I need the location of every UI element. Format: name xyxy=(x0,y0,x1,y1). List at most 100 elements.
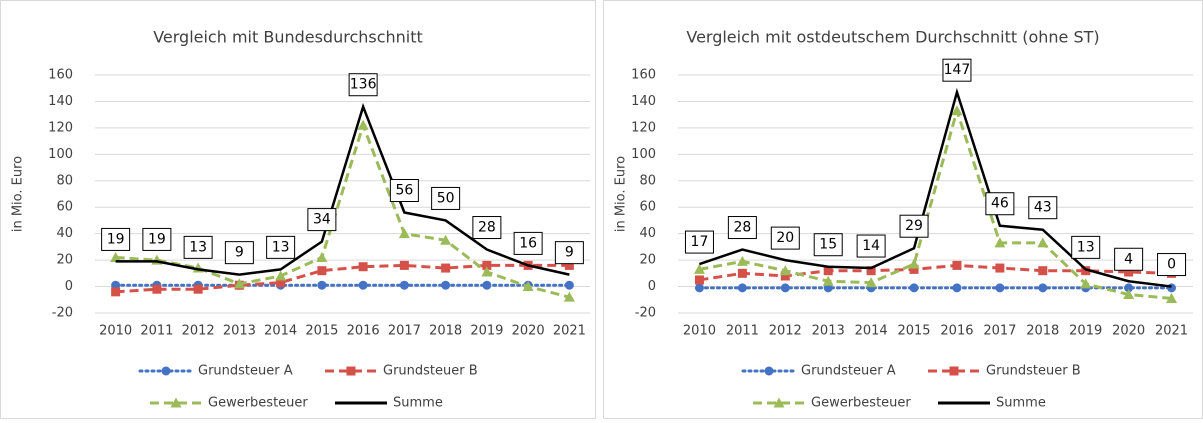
series-line xyxy=(699,87,1172,288)
legend-label: Grundsteuer B xyxy=(986,364,1081,379)
y-tick-label: 20 xyxy=(639,253,656,268)
x-tick-label: 2014 xyxy=(264,324,297,339)
data-label: 29 xyxy=(905,218,923,234)
marker xyxy=(564,280,574,290)
marker xyxy=(822,275,834,286)
marker xyxy=(1124,267,1134,277)
data-label-box xyxy=(142,227,172,251)
data-label: 20 xyxy=(776,230,794,246)
x-tick-label: 2014 xyxy=(855,324,888,339)
x-tick-label: 2016 xyxy=(347,324,380,339)
x-tick-label: 2012 xyxy=(182,324,215,339)
data-label-box xyxy=(899,214,929,238)
data-label-box xyxy=(727,216,757,240)
x-tick-label: 2013 xyxy=(223,324,256,339)
marker xyxy=(317,266,327,276)
marker xyxy=(275,270,287,281)
data-label-box xyxy=(1071,235,1101,259)
y-tick-label: 0 xyxy=(648,279,656,294)
marker xyxy=(823,266,833,276)
data-label: 13 xyxy=(1077,239,1095,255)
marker xyxy=(909,283,919,293)
x-tick-label: 2011 xyxy=(726,324,759,339)
marker xyxy=(441,263,451,273)
marker xyxy=(563,291,575,302)
marker xyxy=(357,119,369,130)
marker xyxy=(193,284,203,294)
marker xyxy=(316,251,328,262)
y-tick-label: -20 xyxy=(52,306,73,321)
y-tick-label: 160 xyxy=(48,68,73,83)
x-tick-label: 2010 xyxy=(99,324,132,339)
x-tick-label: 2018 xyxy=(429,324,462,339)
legend-label: Summe xyxy=(996,396,1046,411)
marker xyxy=(736,255,748,266)
data-label: 28 xyxy=(478,220,496,236)
x-tick-label: 2021 xyxy=(553,324,586,339)
legend-label: Gewerbesteuer xyxy=(208,396,308,411)
x-tick-label: 2021 xyxy=(1155,324,1188,339)
data-label-box xyxy=(985,192,1015,216)
marker xyxy=(951,105,963,116)
marker xyxy=(110,251,122,262)
y-tick-label: 100 xyxy=(48,147,73,162)
y-tick-label: 40 xyxy=(56,226,73,241)
data-label: 15 xyxy=(819,237,837,253)
marker xyxy=(909,264,919,274)
marker xyxy=(865,277,877,288)
marker xyxy=(399,280,409,290)
data-label: 0 xyxy=(1167,257,1176,273)
marker xyxy=(564,260,574,270)
data-label-box xyxy=(101,227,131,251)
marker xyxy=(522,281,534,292)
marker xyxy=(949,366,959,376)
x-tick-label: 2012 xyxy=(769,324,802,339)
data-label-box xyxy=(684,230,714,254)
data-label-box xyxy=(554,241,584,265)
data-label: 43 xyxy=(1034,200,1052,216)
data-label-box xyxy=(389,179,419,203)
x-tick-label: 2013 xyxy=(812,324,845,339)
marker xyxy=(482,280,492,290)
marker xyxy=(482,260,492,270)
marker xyxy=(399,260,409,270)
marker xyxy=(1037,237,1049,248)
y-tick-label: 160 xyxy=(631,68,656,83)
data-label: 28 xyxy=(733,220,751,236)
marker xyxy=(1124,283,1134,293)
chart-title: Vergleich mit Bundesdurchschnitt xyxy=(153,28,423,47)
data-label-box xyxy=(770,226,800,250)
marker xyxy=(773,397,785,408)
marker xyxy=(1081,266,1091,276)
legend-label: Grundsteuer A xyxy=(198,364,293,379)
data-label-box xyxy=(1028,196,1058,220)
x-tick-label: 2016 xyxy=(940,324,973,339)
data-label: 13 xyxy=(189,239,207,255)
y-tick-label: 0 xyxy=(65,279,73,294)
series-line xyxy=(115,102,570,276)
x-tick-label: 2017 xyxy=(388,324,421,339)
x-tick-label: 2017 xyxy=(983,324,1016,339)
data-label: 13 xyxy=(272,239,290,255)
marker xyxy=(481,266,493,277)
y-axis-label: in Mio. Euro xyxy=(614,156,629,232)
x-tick-label: 2015 xyxy=(897,324,930,339)
y-tick-label: 80 xyxy=(56,173,73,188)
data-label: 16 xyxy=(519,235,537,251)
data-label: 9 xyxy=(565,245,574,261)
marker xyxy=(233,278,245,289)
chart: Vergleich mit Bundesdurchschnitt in Mio. … xyxy=(0,0,596,419)
series-line xyxy=(699,105,1172,300)
marker xyxy=(358,262,368,272)
marker xyxy=(346,366,356,376)
marker xyxy=(764,366,774,376)
data-label: 19 xyxy=(148,231,166,247)
marker xyxy=(1038,283,1048,293)
x-tick-label: 2011 xyxy=(140,324,173,339)
marker xyxy=(908,258,920,269)
marker xyxy=(111,287,121,297)
y-tick-label: 60 xyxy=(56,200,73,215)
y-tick-label: 80 xyxy=(639,173,656,188)
x-tick-label: 2019 xyxy=(470,324,503,339)
data-label-box xyxy=(183,235,213,259)
